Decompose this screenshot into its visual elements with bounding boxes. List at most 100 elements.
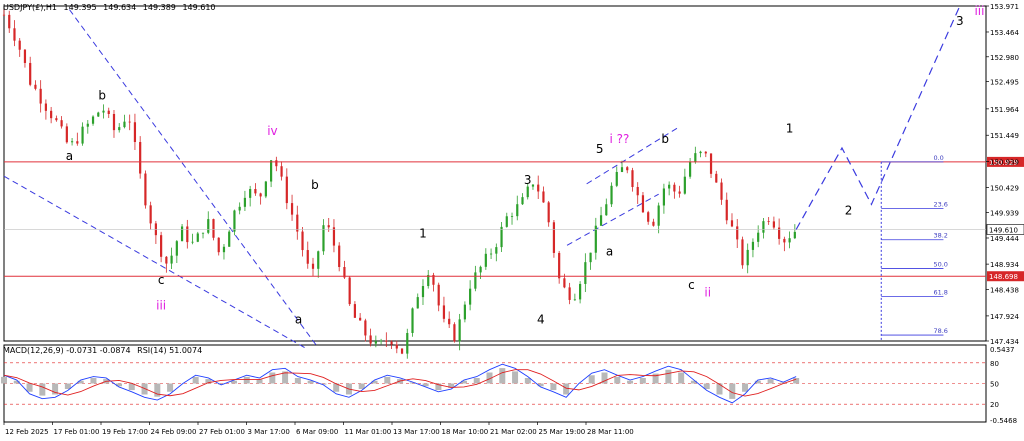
candle-body [432,274,435,285]
macd-histogram-bar [1,376,7,384]
macd-histogram-bar [90,378,97,384]
candle [233,209,236,236]
candle [348,275,351,306]
candle [537,175,540,199]
macd-histogram-bar [486,372,493,384]
macd-histogram-bar [26,383,33,392]
wave-label: c [158,273,165,287]
time-tick-label: 18 Mar 10:00 [442,428,489,436]
candle-body [395,344,398,349]
candle [573,293,576,301]
candle [757,225,760,248]
candle [778,218,781,245]
candle [123,114,126,129]
candle [605,198,608,216]
macd-histogram-bar [614,376,621,384]
candle [683,168,686,195]
candle-body [489,253,493,255]
candle-body [453,324,456,342]
low-value: 149.389 [142,3,176,12]
macd-histogram-bar [690,380,697,384]
candle-body [474,272,477,289]
candle [186,219,189,249]
candle [170,247,173,269]
candle [411,307,414,337]
fib-level-label: 23.6 [933,200,947,208]
price-tick-label: 153.971 [990,3,1019,11]
candle-body [107,110,110,114]
candle [175,240,178,263]
symbol-label: USDJPY(£),H1 [3,3,57,12]
candle-body [270,160,273,182]
candle [149,201,152,230]
candle-body [165,256,168,264]
candle-body [757,232,760,242]
candle-body [379,340,383,342]
candle [620,160,624,173]
candle [720,178,723,205]
price-tag [987,271,1024,282]
wave-label: 1 [419,227,427,241]
candle-body [620,167,624,172]
candle [395,340,398,354]
macd-histogram-bar [435,383,442,391]
candle [249,185,252,207]
macd-histogram-bar [524,378,531,384]
candle [128,114,131,131]
candle-body [688,161,692,177]
candle [751,238,755,258]
candle [217,237,220,256]
candle [673,182,676,199]
wave-label: a [66,149,73,163]
candle-body [343,267,346,278]
candle [704,151,707,158]
candle [521,193,524,205]
candle [228,230,231,247]
candle [238,202,241,215]
fib-level-label: 50.0 [933,260,947,268]
candle [453,322,456,343]
candle-body [39,88,42,104]
wave-label: a [606,245,613,259]
candle [296,205,299,240]
macd-histogram-bar [384,376,391,384]
price-tick-label: 149.444 [990,235,1019,243]
macd-histogram-bar [205,379,212,384]
candle-body [683,176,686,194]
time-tick-label: 13 Mar 17:00 [393,428,440,436]
candle-body [254,189,257,194]
candle [34,80,37,91]
time-tick-label: 17 Feb 01:00 [54,428,100,436]
candle [448,311,451,329]
candle-body [720,182,723,200]
macd-histogram-bar [767,379,774,384]
macd-histogram-bar [460,380,467,384]
candle-body [746,249,749,266]
candle-body [112,113,116,131]
candle-body [29,62,32,85]
macd-histogram-bar [537,383,544,387]
candle-body [390,341,393,345]
candle-body [186,226,189,243]
current-price-label: 149.610 [989,226,1018,234]
candle-body [238,206,241,211]
indicator-scale-label: -0.5468 [990,417,1017,425]
macd-histogram-bar [639,378,646,384]
candle-body [217,237,220,253]
indicator-scale-label: 0.5437 [990,346,1015,354]
candle-body [296,214,299,232]
candle [568,282,571,305]
candle [65,123,68,144]
candle [86,120,89,134]
candle [668,181,671,196]
candle-body [458,319,461,342]
macd-histogram-bar [269,372,276,384]
candle [547,200,550,227]
candle [353,301,357,318]
time-tick-label: 11 Mar 01:00 [345,428,392,436]
price-tick-label: 147.924 [990,313,1019,321]
macd-histogram-bar [371,380,378,384]
candle-body [149,205,152,224]
candle [107,107,110,119]
